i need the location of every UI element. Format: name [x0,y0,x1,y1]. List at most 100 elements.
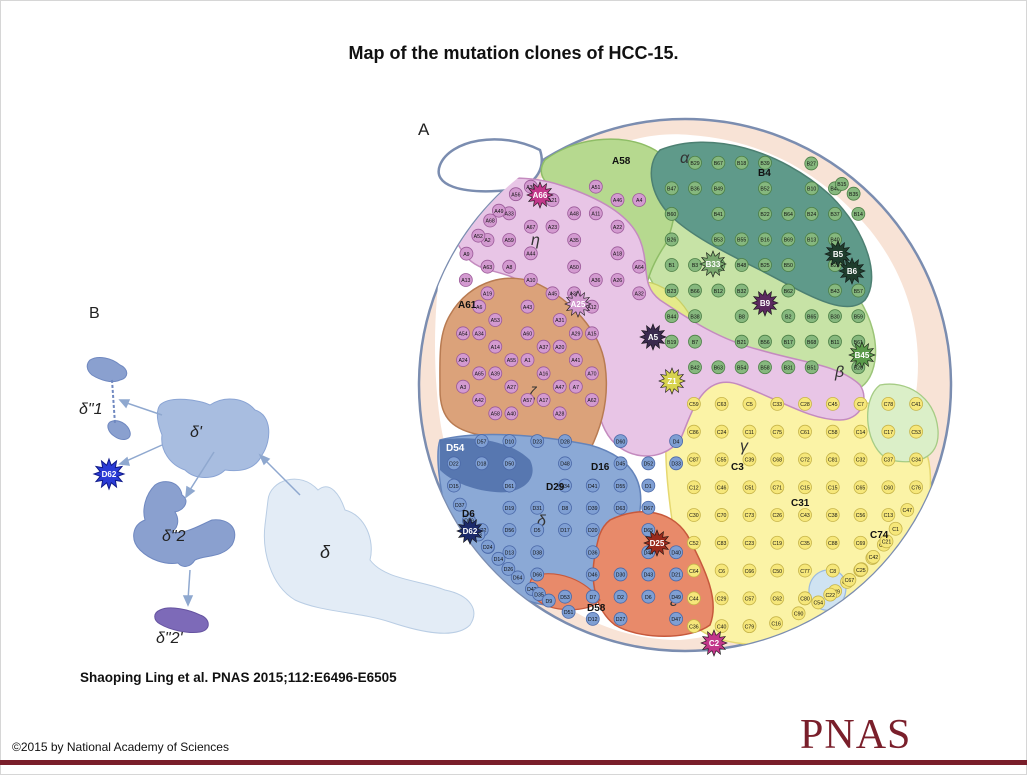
sample-cell: D37 [452,497,467,512]
svg-text:C44: C44 [689,597,699,603]
svg-text:C34: C34 [911,458,921,464]
svg-text:D18: D18 [477,462,487,468]
svg-text:A46: A46 [613,198,622,204]
sample-cell: C28 [798,396,812,411]
label-eta: η [531,232,540,249]
svg-text:A10: A10 [526,278,535,284]
svg-text:A15: A15 [587,332,596,338]
svg-text:B53: B53 [714,238,723,244]
sample-cell: A29 [568,326,583,341]
sample-cell: D4 [669,434,684,449]
sample-cell: A44 [523,246,538,261]
svg-text:D44: D44 [644,550,654,556]
sample-cell: C59 [686,396,701,411]
svg-text:D20: D20 [588,528,598,534]
svg-text:B55: B55 [737,238,746,244]
svg-text:A52: A52 [474,234,483,240]
svg-text:D66: D66 [532,573,542,579]
sample-cell: B36 [688,181,702,196]
sample-cell: C76 [909,480,924,495]
svg-text:D46: D46 [588,573,598,579]
svg-text:B23: B23 [667,289,676,295]
sample-cell: A13 [458,273,473,287]
sample-cell: B54 [734,360,749,375]
footer-bar [0,760,1027,765]
sample-cell: D9 [541,593,556,608]
svg-text:B7: B7 [692,340,698,346]
svg-text:D2: D2 [617,595,624,601]
sample-cell: B67 [711,155,726,170]
sample-cell: C55 [714,452,729,467]
sample-cell: D61 [502,478,517,493]
svg-text:B31: B31 [784,365,793,371]
svg-text:B61: B61 [854,340,863,346]
svg-text:C36: C36 [689,624,699,630]
sample-cell: C33 [770,396,785,411]
svg-text:D25: D25 [650,539,665,548]
sample-cell: C46 [714,480,729,495]
svg-text:C83: C83 [717,541,727,547]
sample-cell: C43 [798,508,812,522]
sample-cell: D14 [491,551,506,566]
sample-cell: C26 [770,508,785,522]
sample-cell: D60 [613,434,628,449]
text-d6: D6 [462,509,475,520]
svg-text:C76: C76 [911,485,921,491]
highlight-a25: A25 [564,290,592,318]
sample-cell: B19 [664,334,679,349]
sample-cell: B21 [734,334,749,349]
svg-text:A56: A56 [511,192,520,198]
sample-cell: B26 [664,232,679,247]
sample-cell: D28 [558,434,572,449]
svg-text:B27: B27 [807,162,816,168]
svg-text:D61: D61 [505,484,515,490]
svg-text:C59: C59 [689,402,699,408]
svg-text:D5: D5 [534,528,541,534]
text-c31: C31 [791,498,810,509]
svg-text:C73: C73 [745,513,755,519]
label-delta-dprime-1: δ"1 [79,401,102,418]
sample-cell: D48 [558,456,572,471]
label-gamma: γ [740,438,749,455]
sample-cell: B58 [758,360,772,375]
svg-text:B3: B3 [692,263,698,269]
sample-cell: A49 [491,203,506,218]
sample-cell: C40 [714,619,729,634]
sample-cell: A42 [472,393,487,407]
svg-text:C8: C8 [829,569,836,575]
sample-cell: D8 [558,500,572,515]
label-delta-dprime-2-prime: δ"2' [156,630,183,647]
svg-text:B21: B21 [737,340,746,346]
sample-cell: B59 [851,309,866,324]
sample-cell: C37 [881,452,896,467]
sample-cell: C15 [798,480,812,495]
svg-text:B42: B42 [690,365,699,371]
svg-text:C29: C29 [717,597,727,603]
svg-text:A41: A41 [571,358,580,364]
svg-text:B22: B22 [760,212,769,218]
sample-cell: D49 [669,589,684,604]
citation: Shaoping Ling et al. PNAS 2015;112:E6496… [80,670,397,685]
svg-text:A42: A42 [475,398,484,404]
sample-cell: C30 [686,508,701,522]
sample-cell: B2 [781,309,796,324]
sample-cell: C78 [881,396,896,411]
sample-cell: C58 [825,424,840,439]
panel-a-label: A [418,120,430,139]
sample-cell: C63 [714,396,729,411]
svg-text:D30: D30 [616,573,626,579]
svg-text:D52: D52 [644,462,654,468]
sample-cell: A64 [632,259,647,274]
svg-text:A20: A20 [555,345,564,351]
highlight-b45: B45 [848,341,876,369]
svg-text:C80: C80 [800,597,810,603]
svg-text:B51: B51 [807,365,816,371]
svg-text:A14: A14 [491,345,500,351]
svg-text:B54: B54 [737,365,746,371]
svg-text:D14: D14 [494,557,504,563]
highlight-d62: D62 [456,517,484,545]
sample-cell: D66 [530,567,545,582]
sample-cell: B47 [664,181,679,196]
sample-cell: B23 [664,283,679,298]
svg-text:D40: D40 [671,550,681,556]
